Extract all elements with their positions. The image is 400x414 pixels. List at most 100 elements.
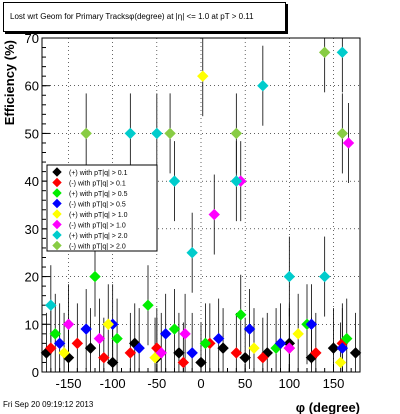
data-point xyxy=(124,127,137,140)
legend-marker xyxy=(52,230,62,240)
data-point xyxy=(235,309,247,321)
data-point xyxy=(179,328,191,340)
data-point xyxy=(93,332,106,345)
data-point xyxy=(217,342,229,354)
data-point xyxy=(151,127,163,140)
data-point xyxy=(155,347,167,359)
y-tick-label: 60 xyxy=(25,79,39,94)
data-point xyxy=(248,342,260,354)
data-point xyxy=(89,270,101,283)
data-point xyxy=(49,328,61,340)
y-tick-label: 30 xyxy=(25,222,39,237)
data-point xyxy=(62,318,75,330)
data-point xyxy=(98,351,110,364)
x-tick-label: -50 xyxy=(147,376,166,391)
data-point xyxy=(53,337,66,350)
data-point xyxy=(168,323,181,335)
legend-marker xyxy=(52,240,62,251)
data-point xyxy=(230,175,243,187)
legend-label: (-) with pT|q| > 0.5 xyxy=(69,202,126,209)
data-point xyxy=(186,247,198,259)
data-point xyxy=(336,46,349,59)
legend-marker xyxy=(52,188,62,198)
data-point xyxy=(327,342,340,354)
legend-marker xyxy=(52,198,62,209)
data-point xyxy=(212,332,225,345)
y-tick-label: 50 xyxy=(25,126,39,141)
data-point xyxy=(283,270,296,283)
data-point xyxy=(124,347,137,359)
legend-label: (-) with pT|q| > 1.0 xyxy=(69,223,126,230)
data-point xyxy=(230,127,243,140)
data-point xyxy=(195,356,207,369)
x-tick-label: 0 xyxy=(197,376,204,391)
data-point xyxy=(80,127,92,140)
data-point xyxy=(106,356,119,369)
data-point xyxy=(274,337,287,350)
data-point xyxy=(310,347,322,359)
data-point xyxy=(164,127,176,140)
data-point xyxy=(159,328,172,340)
x-tick-label: -100 xyxy=(100,376,126,391)
data-point xyxy=(133,342,145,354)
data-point xyxy=(71,337,84,350)
x-tick-label: 100 xyxy=(278,376,300,391)
x-axis-label: φ (degree) xyxy=(296,400,360,414)
y-tick-label: 10 xyxy=(25,317,39,332)
data-point xyxy=(142,299,154,311)
data-point xyxy=(80,323,92,335)
y-tick-label: 0 xyxy=(32,365,39,380)
data-point xyxy=(239,351,251,364)
data-point xyxy=(230,347,243,359)
data-point xyxy=(349,347,362,359)
data-point xyxy=(177,356,190,369)
x-tick-label: -150 xyxy=(55,376,81,391)
data-point xyxy=(173,347,185,359)
data-point xyxy=(336,342,349,354)
legend-label: (-) with pT|q| > 0.1 xyxy=(69,181,126,188)
timestamp-footer: Fri Sep 20 09:19:12 2013 xyxy=(3,400,94,409)
legend-label: (-) with pT|q| > 2.0 xyxy=(69,244,126,251)
data-point xyxy=(292,328,304,340)
data-point xyxy=(199,337,212,350)
data-point xyxy=(186,347,198,359)
data-point xyxy=(208,208,220,221)
data-point xyxy=(342,137,355,149)
legend-label: (+) with pT|q| > 2.0 xyxy=(69,233,128,240)
y-tick-label: 20 xyxy=(25,270,39,285)
legend-marker xyxy=(52,209,62,219)
data-point xyxy=(168,175,181,187)
chart-title-box: Lost wrt Geom for Primary Tracksφ(degree… xyxy=(3,2,286,32)
data-point xyxy=(257,80,269,92)
legend-box xyxy=(46,164,158,252)
data-point xyxy=(84,342,97,354)
data-point xyxy=(111,332,123,345)
data-point xyxy=(149,351,161,364)
y-axis-label: Efficiency (%) xyxy=(2,40,17,125)
data-point xyxy=(243,323,256,335)
data-point xyxy=(341,332,353,345)
legend-marker xyxy=(52,177,62,188)
legend-marker xyxy=(52,167,62,177)
data-point xyxy=(283,342,296,354)
legend-label: (+) with pT|q| > 0.1 xyxy=(69,170,128,177)
y-tick-label: 40 xyxy=(25,174,39,189)
x-tick-label: 50 xyxy=(238,376,252,391)
data-point xyxy=(197,70,209,82)
data-point xyxy=(45,342,57,354)
data-point xyxy=(102,318,114,330)
legend-marker xyxy=(52,219,62,230)
data-point xyxy=(318,270,331,283)
data-point xyxy=(318,46,331,59)
y-tick-label: 70 xyxy=(25,31,39,46)
data-point xyxy=(45,299,57,311)
data-point xyxy=(334,356,347,369)
chart-title: Lost wrt Geom for Primary Tracksφ(degree… xyxy=(10,12,254,21)
legend-label: (+) with pT|q| > 0.5 xyxy=(69,191,128,198)
data-point xyxy=(257,351,269,364)
x-tick-label: 150 xyxy=(323,376,345,391)
data-point xyxy=(305,318,318,330)
data-point xyxy=(336,127,349,140)
legend-label: (+) with pT|q| > 1.0 xyxy=(69,212,128,219)
